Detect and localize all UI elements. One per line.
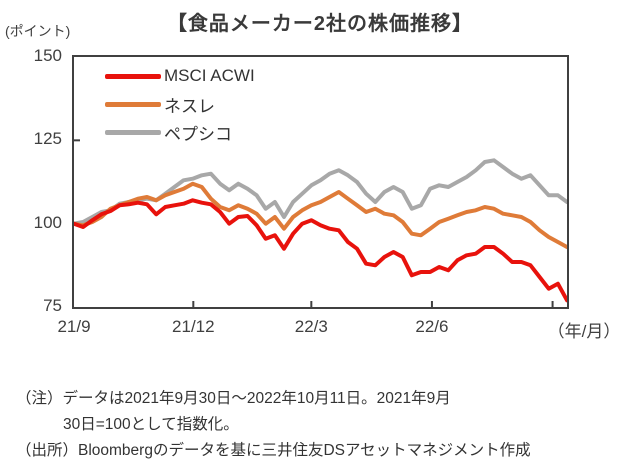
y-tick-label-100: 100	[33, 212, 62, 232]
x-tick-label-21-12: 21/12	[172, 317, 215, 336]
plot-area: MSCI ACWI ネスレペプシコ	[72, 55, 569, 309]
x-tick-label-22-6: 22/6	[415, 317, 449, 336]
line-pepsico	[74, 158, 567, 226]
legend: MSCI ACWI ネスレペプシコ	[105, 66, 255, 144]
y-tick-label-150: 150	[33, 46, 62, 65]
legend-item-nestle: ネスレ	[105, 94, 255, 116]
y-axis-unit-label: (ポイント)	[5, 23, 71, 39]
legend-item-pepsico: ペプシコ	[105, 122, 255, 144]
note-line-2: 30日=100として指数化。	[63, 416, 239, 433]
legend-swatch-msci-acwi	[105, 73, 161, 79]
legend-swatch-nestle	[105, 101, 161, 107]
source-line: （出所）Bloombergのデータを基に三井住友DSアセットマネジメント作成	[16, 442, 531, 459]
line-msci-acwi	[74, 198, 567, 303]
footnotes: （注）データは2021年9月30日～2022年10月11日。2021年9月 30…	[16, 386, 632, 464]
y-tick-label-125: 125	[33, 129, 62, 149]
legend-label-msci-acwi: MSCI ACWI	[164, 66, 255, 85]
y-tick-label-75: 75	[43, 296, 62, 315]
plot-canvas	[74, 139, 567, 307]
chart-title: 【食品メーカー2社の株価推移】	[166, 13, 474, 35]
legend-item-msci-acwi: MSCI ACWI	[105, 66, 255, 86]
x-tick-label-22-3: 22/3	[294, 317, 328, 336]
x-tick-label-21-9: 21/9	[57, 317, 91, 336]
x-axis-unit-label: （年/月）	[547, 322, 621, 341]
note-line-1: （注）データは2021年9月30日～2022年10月11日。2021年9月	[16, 390, 451, 407]
legend-swatch-pepsico	[105, 129, 161, 135]
line-nestle	[74, 181, 567, 249]
legend-label-pepsico: ペプシコ	[164, 124, 232, 144]
legend-label-nestle: ネスレ	[164, 96, 215, 116]
